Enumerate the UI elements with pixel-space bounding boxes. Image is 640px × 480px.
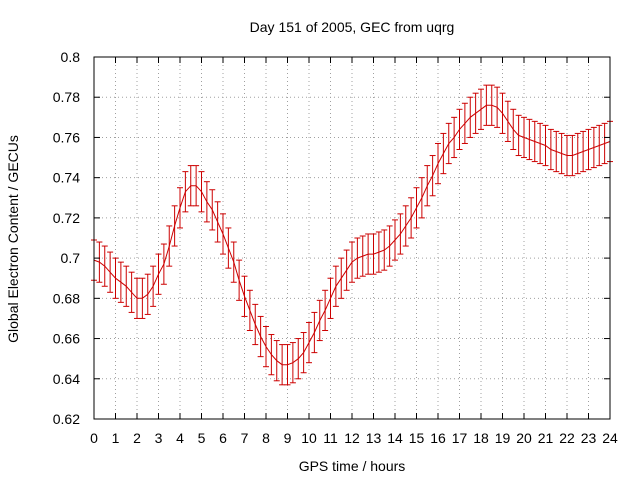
y-tick-label: 0.7 xyxy=(61,250,81,266)
x-tick-label: 12 xyxy=(344,430,360,446)
gec-line xyxy=(93,104,611,366)
y-tick-label: 0.68 xyxy=(53,290,80,306)
x-tick-label: 19 xyxy=(495,430,511,446)
x-tick-label: 17 xyxy=(452,430,468,446)
x-tick-label: 6 xyxy=(219,430,227,446)
x-tick-label: 14 xyxy=(387,430,403,446)
gec-series xyxy=(91,84,613,386)
x-tick-label: 11 xyxy=(323,430,338,446)
x-tick-label: 2 xyxy=(133,430,141,446)
x-tick-label: 3 xyxy=(155,430,163,446)
x-tick-label: 15 xyxy=(409,430,425,446)
x-tick-label: 10 xyxy=(301,430,317,446)
x-tick-label: 24 xyxy=(602,430,618,446)
y-tick-label: 0.8 xyxy=(61,49,81,65)
x-tick-label: 22 xyxy=(559,430,575,446)
x-tick-label: 20 xyxy=(516,430,532,446)
x-axis-title: GPS time / hours xyxy=(299,458,406,474)
x-tick-label: 7 xyxy=(241,430,249,446)
y-tick-label: 0.76 xyxy=(53,129,80,145)
y-tick-label: 0.72 xyxy=(53,210,80,226)
x-tick-label: 9 xyxy=(284,430,292,446)
y-tick-label: 0.64 xyxy=(53,371,80,387)
tick-layer: 0 1 2 3 4 5 6 7 8 9 10 11 12 13 14 15 16 17 18 19 20 21 22 23 24… xyxy=(53,49,618,446)
x-tick-label: 18 xyxy=(473,430,489,446)
y-tick-label: 0.74 xyxy=(53,170,80,186)
x-tick-label: 4 xyxy=(176,430,184,446)
x-tick-label: 1 xyxy=(112,430,120,446)
x-tick-label: 0 xyxy=(90,430,98,446)
x-tick-label: 8 xyxy=(262,430,270,446)
x-tick-label: 16 xyxy=(430,430,446,446)
x-tick-label: 5 xyxy=(198,430,206,446)
chart-title: Day 151 of 2005, GEC from uqrg xyxy=(250,19,455,35)
x-tick-label: 13 xyxy=(366,430,382,446)
y-tick-label: 0.66 xyxy=(53,331,80,347)
y-axis-title: Global Electron Content / GECUs xyxy=(5,135,21,343)
x-tick-label: 23 xyxy=(581,430,597,446)
y-tick-label: 0.62 xyxy=(53,411,80,427)
y-tick-label: 0.78 xyxy=(53,89,80,105)
x-tick-label: 21 xyxy=(538,430,554,446)
